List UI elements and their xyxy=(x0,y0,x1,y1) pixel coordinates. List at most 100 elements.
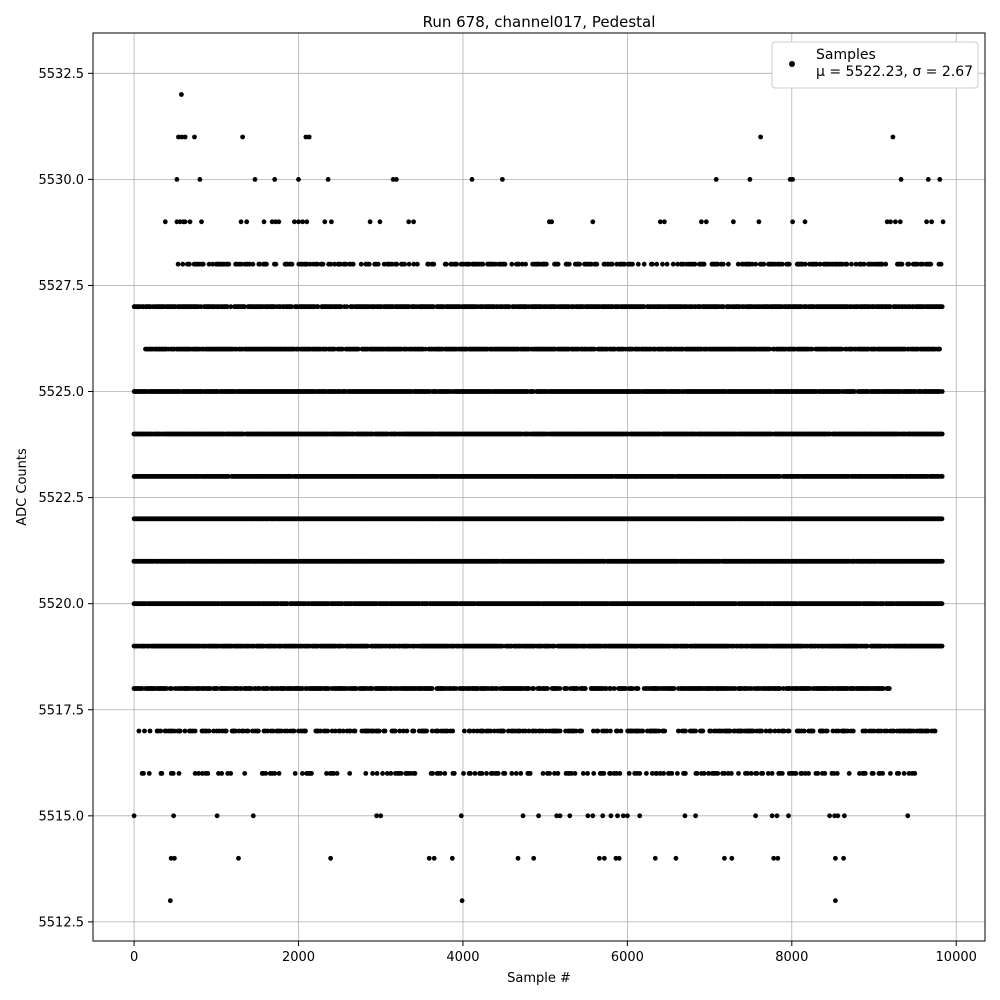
data-point xyxy=(835,813,841,819)
data-point xyxy=(602,855,607,861)
data-point xyxy=(939,389,945,394)
data-point xyxy=(210,261,216,267)
data-point xyxy=(790,177,795,182)
data-point xyxy=(890,134,896,140)
data-point xyxy=(199,219,204,225)
data-point xyxy=(906,261,912,267)
data-point xyxy=(367,219,373,225)
data-point xyxy=(340,346,345,352)
data-point xyxy=(443,261,449,267)
data-point xyxy=(307,261,313,267)
data-point xyxy=(328,261,334,267)
data-point xyxy=(252,177,258,182)
data-point xyxy=(853,261,859,267)
data-point xyxy=(657,219,663,225)
data-point xyxy=(775,855,781,861)
data-point xyxy=(758,134,763,140)
data-point xyxy=(905,813,911,819)
data-point xyxy=(939,474,945,479)
data-point xyxy=(585,813,591,819)
data-point xyxy=(180,261,186,267)
data-point xyxy=(431,261,437,267)
data-point xyxy=(469,177,475,182)
data-point xyxy=(608,813,614,819)
data-point xyxy=(713,177,719,182)
data-point xyxy=(304,219,310,225)
data-point xyxy=(502,261,508,267)
data-point xyxy=(833,898,838,904)
data-point xyxy=(749,261,755,267)
data-point xyxy=(325,177,331,182)
data-point xyxy=(937,177,943,182)
data-point xyxy=(729,855,735,861)
data-point xyxy=(177,219,183,225)
data-point xyxy=(802,219,808,225)
data-point xyxy=(264,261,269,267)
data-point xyxy=(652,855,658,861)
data-point xyxy=(842,813,847,819)
data-point xyxy=(238,219,244,225)
data-point xyxy=(592,346,597,352)
data-point xyxy=(590,813,596,819)
data-point xyxy=(306,134,312,140)
data-point xyxy=(771,855,777,861)
data-point xyxy=(175,261,181,267)
data-point xyxy=(131,813,137,819)
data-point xyxy=(332,261,337,267)
data-point xyxy=(635,261,641,267)
data-point xyxy=(897,219,903,225)
data-point xyxy=(506,304,512,310)
data-point xyxy=(411,261,417,267)
data-point xyxy=(720,261,726,267)
data-point xyxy=(426,261,432,267)
data-point xyxy=(557,813,563,819)
data-point xyxy=(516,261,522,267)
data-point xyxy=(415,261,420,267)
data-point xyxy=(269,219,275,225)
data-point xyxy=(833,855,838,861)
data-point xyxy=(630,261,635,267)
data-point xyxy=(735,261,741,267)
data-point xyxy=(296,219,301,225)
data-point xyxy=(938,261,944,267)
data-point xyxy=(753,261,759,267)
data-point xyxy=(615,813,620,819)
data-point xyxy=(378,813,384,819)
data-point xyxy=(920,261,926,267)
data-point xyxy=(273,261,279,267)
data-point xyxy=(182,134,188,140)
data-point xyxy=(779,261,785,267)
data-point xyxy=(402,261,407,267)
data-point xyxy=(884,219,890,225)
data-point xyxy=(167,898,173,904)
data-point xyxy=(827,813,832,819)
data-point xyxy=(176,134,181,140)
data-point xyxy=(809,346,815,352)
data-point xyxy=(406,261,412,267)
data-point xyxy=(693,813,698,819)
data-point xyxy=(609,261,615,267)
data-point xyxy=(929,219,934,225)
data-point xyxy=(641,261,647,267)
data-point xyxy=(893,219,898,225)
data-point xyxy=(236,855,241,861)
data-point xyxy=(187,261,192,267)
data-point xyxy=(172,855,177,861)
data-point xyxy=(426,855,432,861)
data-point xyxy=(240,134,246,140)
data-point xyxy=(187,219,193,225)
data-point xyxy=(566,261,572,267)
data-point xyxy=(670,261,676,267)
data-point xyxy=(625,813,630,819)
data-point xyxy=(844,261,850,267)
data-point xyxy=(654,261,660,267)
data-point xyxy=(509,261,515,267)
data-point xyxy=(924,219,929,225)
data-point xyxy=(423,346,428,352)
data-point xyxy=(242,304,247,310)
data-point xyxy=(703,219,709,225)
data-point xyxy=(238,261,244,267)
data-point xyxy=(692,261,698,267)
data-point xyxy=(786,813,791,819)
data-point xyxy=(519,261,525,267)
